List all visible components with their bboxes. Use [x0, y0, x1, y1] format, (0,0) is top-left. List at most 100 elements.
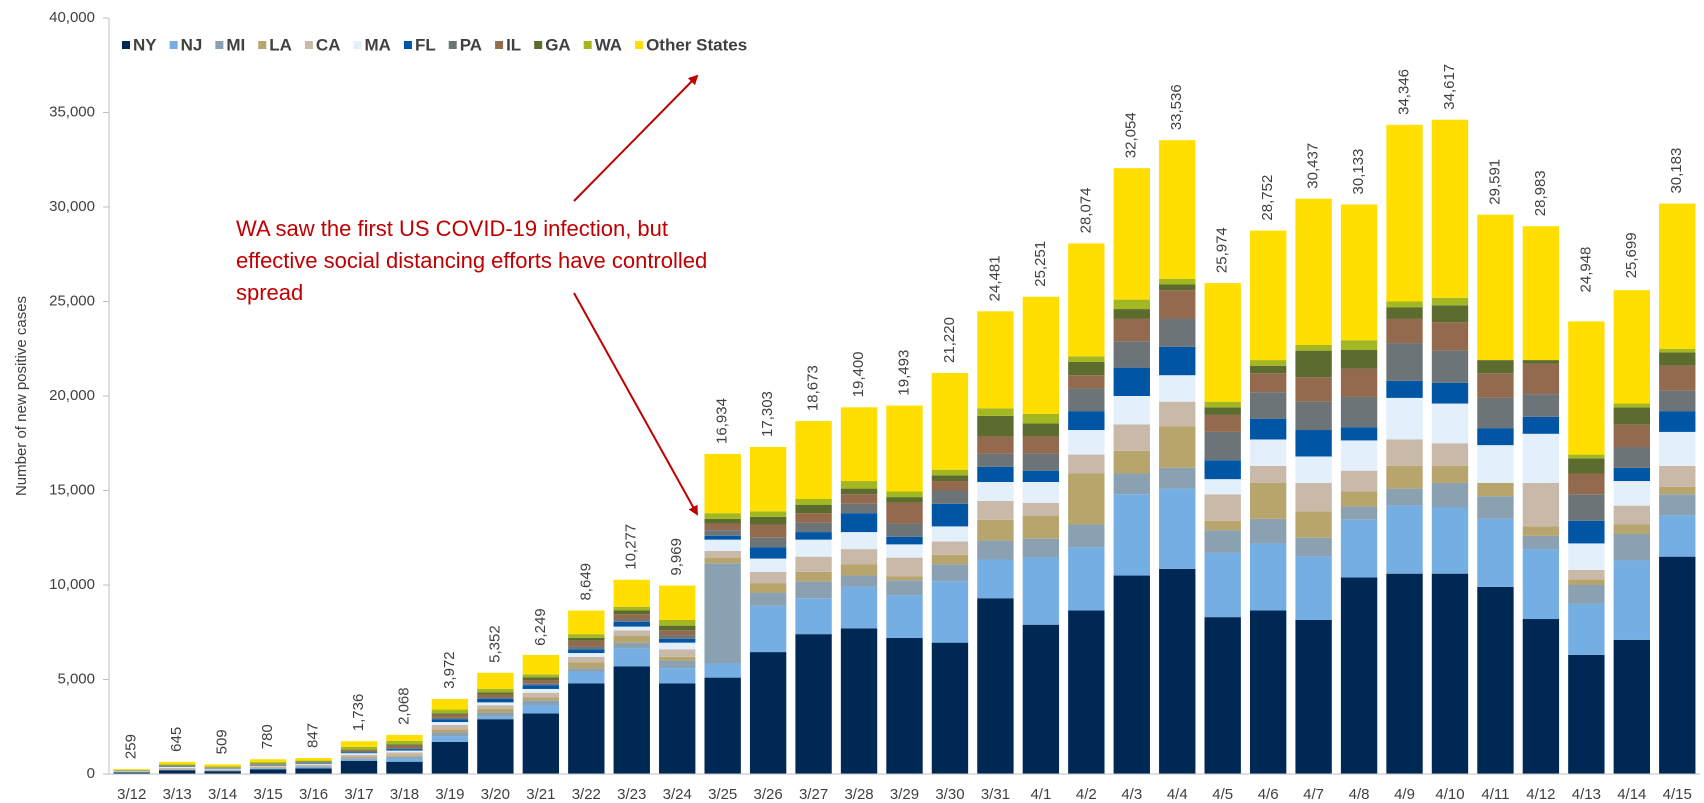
total-label: 25,251 — [1032, 241, 1049, 287]
total-label: 28,983 — [1532, 170, 1549, 216]
bar-segment — [886, 536, 923, 545]
bar-segment — [931, 564, 969, 582]
bar-segment — [249, 765, 287, 767]
bar-segment — [704, 535, 741, 540]
bar-segment — [931, 490, 969, 504]
bar-segment — [613, 614, 650, 620]
bar-segment — [204, 768, 241, 770]
bar-segment — [522, 685, 560, 689]
bar-segment — [1295, 350, 1332, 378]
bar-segment — [340, 753, 378, 755]
bar-segment — [204, 769, 241, 770]
bar-segment — [840, 494, 878, 504]
bar-segment — [613, 666, 650, 774]
bar-segment — [1159, 278, 1196, 285]
x-tick-label: 3/13 — [163, 786, 192, 803]
bar-segment — [1477, 397, 1514, 429]
bar-segment — [1477, 482, 1514, 497]
bar-segment — [1522, 535, 1560, 550]
bar-segment — [477, 719, 514, 774]
bar-segment — [840, 628, 878, 774]
total-label: 28,074 — [1077, 188, 1094, 234]
bar-segment — [1431, 465, 1469, 483]
y-tick-label: 0 — [87, 765, 95, 782]
bar-segment — [159, 761, 196, 765]
bar-segment — [795, 539, 832, 557]
bar-segment — [295, 760, 332, 762]
bar-segment — [568, 610, 605, 635]
bar-segment — [1295, 537, 1332, 557]
bar-segment — [1340, 427, 1378, 441]
bar-segment — [1068, 610, 1105, 774]
bar-segment — [749, 547, 787, 559]
bar-segment — [613, 610, 650, 615]
x-tick-label: 3/22 — [572, 786, 601, 803]
bar-segment — [1613, 505, 1650, 525]
bar-segment — [1431, 507, 1469, 574]
total-label: 21,220 — [941, 317, 958, 363]
bar-segment — [1340, 396, 1378, 428]
bar-segment — [477, 698, 514, 703]
total-label: 259 — [123, 734, 140, 759]
bar-segment — [386, 734, 423, 741]
bar-segment — [1568, 569, 1605, 580]
total-label: 8,649 — [577, 563, 594, 601]
bar-segment — [295, 757, 332, 761]
bar-segment — [1659, 348, 1696, 353]
bar-segment — [1340, 470, 1378, 492]
bar-segment — [1022, 296, 1060, 414]
bar-segment — [1295, 198, 1332, 345]
bar-segment — [749, 516, 787, 525]
bar-segment — [1068, 430, 1105, 455]
x-tick-label: 4/10 — [1435, 786, 1464, 803]
bar-segment — [840, 575, 878, 587]
bar-segment — [795, 513, 832, 523]
bar-segment — [386, 749, 423, 751]
bar-segment — [204, 770, 241, 772]
bar-segment — [659, 668, 696, 684]
bar-segment — [977, 519, 1014, 541]
bar-segment — [1249, 418, 1287, 440]
bar-segment — [249, 767, 287, 769]
bar-segment — [1477, 214, 1514, 361]
bar-segment — [886, 405, 923, 492]
bar-segment — [931, 581, 969, 643]
bar-segment — [749, 511, 787, 517]
bar-segment — [704, 557, 741, 564]
total-label: 17,303 — [759, 391, 776, 437]
legend-label: FL — [415, 35, 436, 54]
bar-segment — [1113, 367, 1150, 396]
bar-segment — [1113, 309, 1150, 319]
bar-segment — [1659, 486, 1696, 495]
bar-segment — [795, 532, 832, 540]
bar-segment — [659, 585, 696, 620]
y-tick-label: 20,000 — [49, 387, 95, 404]
bar-segment — [522, 705, 560, 714]
bar-segment — [568, 656, 605, 663]
total-label: 5,352 — [486, 625, 503, 663]
bar-segment — [613, 619, 650, 622]
y-tick-label: 15,000 — [49, 481, 95, 498]
bar-segment — [1431, 350, 1469, 383]
bar-segment — [522, 700, 560, 706]
bar-segment — [1386, 488, 1423, 506]
bar-segment — [1295, 482, 1332, 512]
x-tick-label: 4/4 — [1167, 786, 1188, 803]
bar-segment — [568, 671, 605, 684]
bar-segment — [613, 642, 650, 649]
bar-segment — [659, 638, 696, 643]
bar-segment — [431, 709, 469, 714]
bar-segment — [340, 758, 378, 759]
total-label: 2,068 — [395, 687, 412, 725]
total-label: 9,969 — [668, 538, 685, 576]
legend-label: LA — [269, 35, 292, 54]
bar-segment — [522, 688, 560, 693]
bar-segment — [249, 759, 287, 763]
bar-segment — [1022, 423, 1060, 437]
bar-segment — [340, 741, 378, 747]
y-tick-label: 10,000 — [49, 576, 95, 593]
bar-segment — [1431, 403, 1469, 444]
bar-segment — [1159, 284, 1196, 291]
bar-segment — [1068, 243, 1105, 357]
x-tick-label: 3/14 — [208, 786, 237, 803]
